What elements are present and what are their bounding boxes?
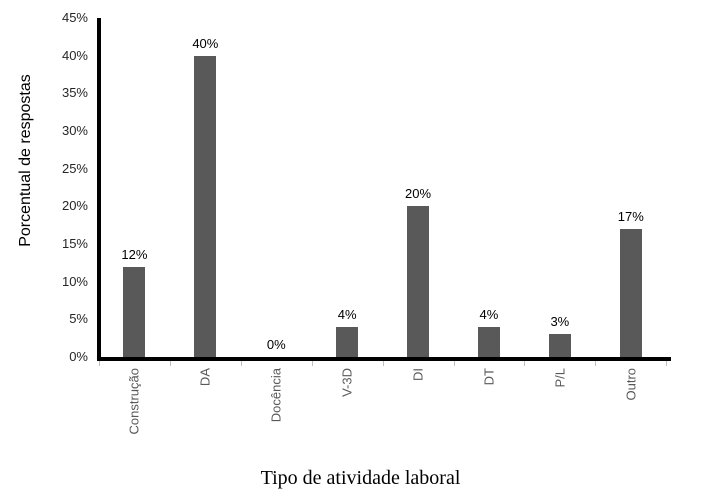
y-tick-label: 0% <box>69 349 88 364</box>
bar <box>194 55 217 357</box>
category-label-text: P/L <box>552 368 568 388</box>
category-label: Docência <box>269 368 284 427</box>
x-axis-line <box>97 357 671 361</box>
bar <box>123 266 146 357</box>
y-tick-label: 30% <box>61 123 88 138</box>
y-tick-label: 35% <box>61 85 88 101</box>
category-label-text: DA <box>197 368 213 387</box>
bar <box>336 326 359 357</box>
y-tick-label: 45% <box>61 10 88 25</box>
x-tick-mark <box>595 361 597 366</box>
bar <box>407 206 430 357</box>
category-label-text: V-3D <box>339 368 355 397</box>
y-tick-label: 25% <box>61 160 88 176</box>
category-label: P/L <box>552 368 567 393</box>
y-tick-label: 20% <box>61 198 88 214</box>
y-tick-label: 10% <box>61 273 88 289</box>
bar <box>619 228 642 357</box>
value-label: 12% <box>121 246 148 262</box>
category-label-text: Outro <box>623 368 639 401</box>
value-label: 0% <box>266 337 286 352</box>
value-label: 4% <box>337 306 357 322</box>
y-tick-label: 15% <box>61 236 88 251</box>
category-label-text: Construção <box>126 368 142 435</box>
value-label: 17% <box>617 208 644 224</box>
y-axis-line <box>97 18 101 361</box>
y-tick-label: 5% <box>69 311 88 327</box>
x-tick-mark <box>240 361 242 366</box>
x-tick-mark <box>453 361 455 366</box>
y-tick-label: 40% <box>61 47 88 63</box>
category-label-text: DT <box>481 368 497 386</box>
category-label: V-3D <box>340 368 355 402</box>
value-label: 40% <box>192 35 219 51</box>
x-tick-mark <box>666 361 668 366</box>
category-label: DI <box>411 368 426 386</box>
x-tick-mark <box>311 361 313 366</box>
category-label: DA <box>198 368 213 391</box>
x-tick-mark <box>169 361 171 366</box>
bar <box>548 334 571 357</box>
x-tick-mark <box>524 361 526 366</box>
bar <box>477 326 500 357</box>
category-label: DT <box>481 368 496 390</box>
x-axis-title: Tipo de atividade laboral <box>260 467 461 489</box>
category-label: Construção <box>127 368 142 439</box>
value-label: 4% <box>479 306 499 322</box>
x-tick-mark <box>99 361 100 366</box>
category-label-text: Docência <box>268 368 284 423</box>
category-label: Outro <box>623 368 638 406</box>
category-label-text: DI <box>410 368 426 381</box>
value-label: 20% <box>405 186 432 202</box>
x-tick-mark <box>382 361 384 366</box>
value-label: 3% <box>550 314 570 330</box>
